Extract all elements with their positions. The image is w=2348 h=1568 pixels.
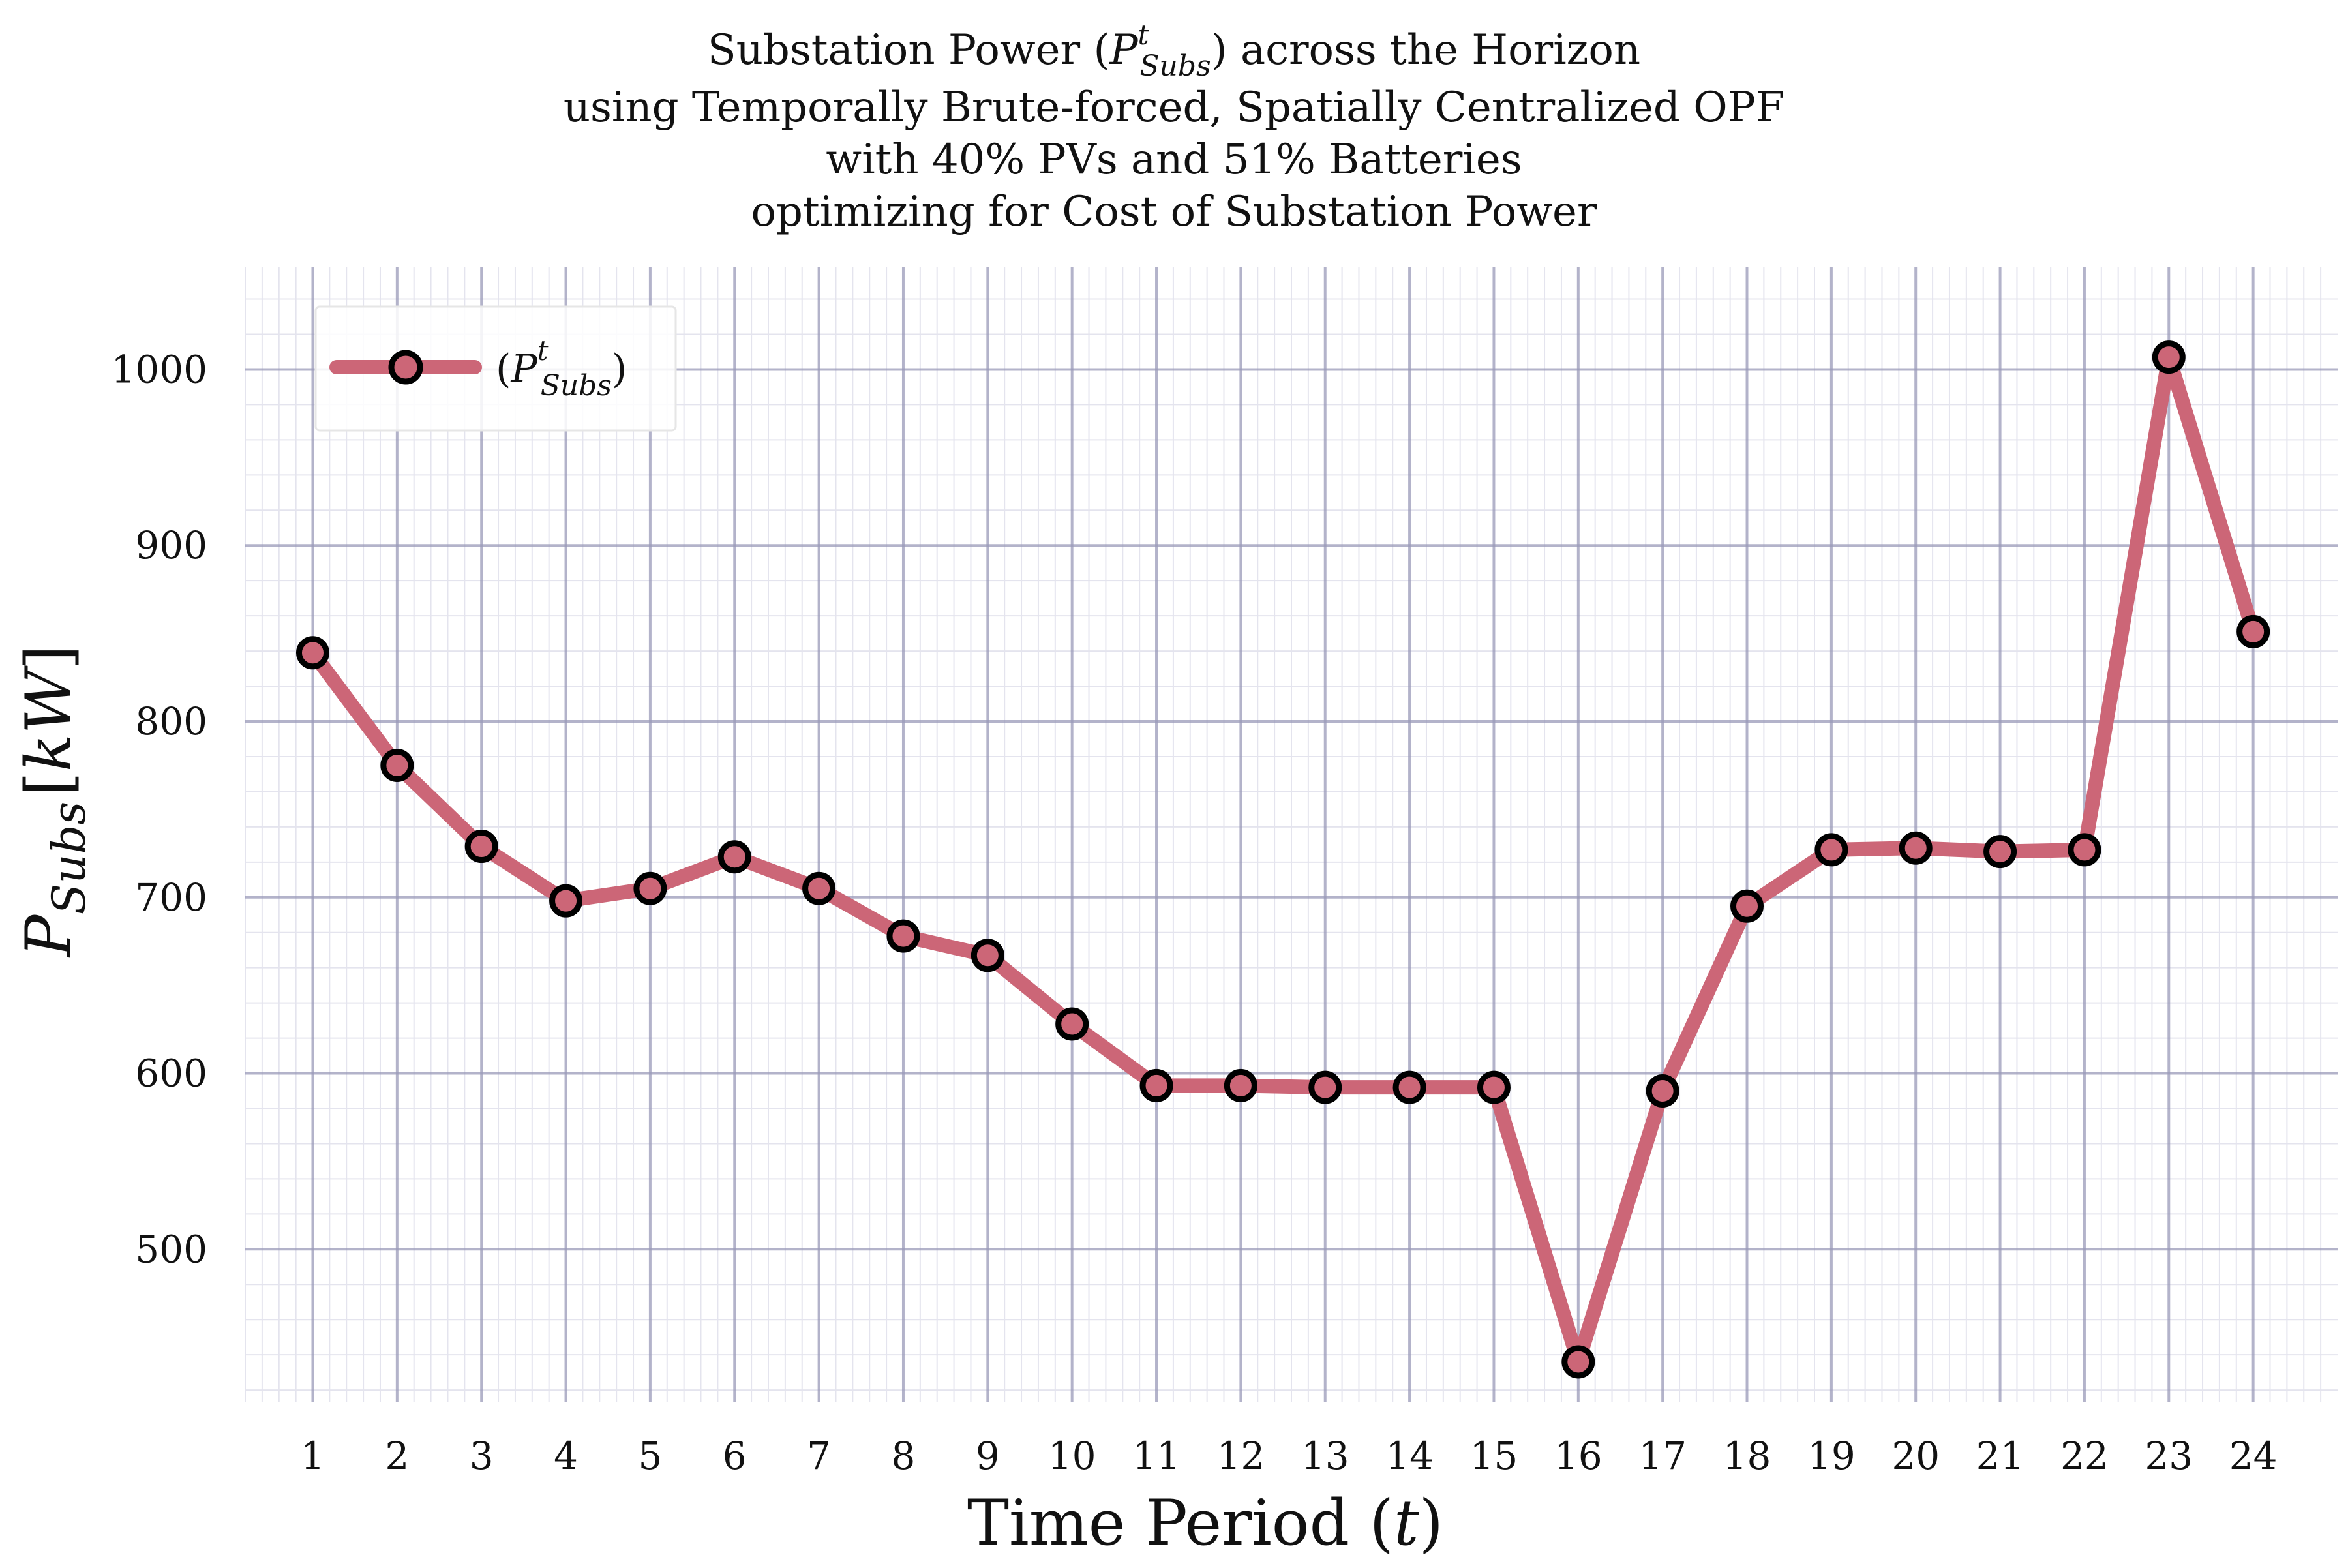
data-point [380, 748, 414, 782]
data-point [1055, 1007, 1089, 1041]
x-axis-label: Time Period (t) [967, 1486, 1443, 1560]
data-point [1983, 835, 2017, 869]
x-tick-label: 12 [1216, 1434, 1265, 1478]
data-point [1814, 833, 1848, 867]
x-tick-label: 9 [976, 1434, 1000, 1478]
legend: (Pt Subs) [314, 305, 677, 432]
x-tick-label: 16 [1554, 1434, 1603, 1478]
legend-marker-swatch [388, 350, 423, 385]
x-tick-label: 8 [892, 1434, 916, 1478]
x-tick-label: 24 [2229, 1434, 2278, 1478]
data-point [464, 830, 498, 864]
x-tick-label: 1 [301, 1434, 325, 1478]
legend-box [314, 305, 677, 432]
x-tick-label: 23 [2145, 1434, 2193, 1478]
series-line [305, 350, 2261, 1369]
chart-title: Substation Power (Pt Subs) across the Hor… [564, 19, 1784, 236]
x-tick-label: 19 [1807, 1434, 1856, 1478]
data-point [1224, 1068, 1257, 1102]
x-tick-label: 13 [1301, 1434, 1349, 1478]
x-tick-label: 11 [1132, 1434, 1181, 1478]
x-tick-label: 15 [1470, 1434, 1518, 1478]
x-axis-ticks: 1 2 3 4 5 6 7 8 9 10 11 12 13 14 15 16 17 18 19 20 21 22 23 24 [301, 1434, 2278, 1478]
data-point [1477, 1070, 1511, 1104]
y-axis-label-unit-open: [ [12, 772, 85, 796]
y-tick-label: 500 [135, 1227, 207, 1271]
data-point [549, 884, 583, 918]
x-tick-label: 22 [2060, 1434, 2109, 1478]
x-tick-label: 4 [554, 1434, 578, 1478]
x-tick-label: 17 [1638, 1434, 1687, 1478]
y-axis-label-unit-close: ] [12, 645, 85, 669]
y-axis-ticks: 500 600 700 800 900 1000 [111, 347, 207, 1271]
x-axis-label-text: Time Period ( [967, 1486, 1394, 1560]
data-point [2152, 340, 2186, 374]
major-grid [245, 267, 2338, 1402]
data-point [1308, 1070, 1342, 1104]
data-point [2236, 614, 2270, 648]
data-point [886, 919, 920, 953]
title-line-1-sub: Subs [1139, 50, 1211, 83]
x-tick-label: 7 [807, 1434, 831, 1478]
title-line-1-symbol: P [1109, 26, 1138, 74]
minor-grid [245, 267, 2338, 1402]
x-tick-label: 5 [638, 1434, 662, 1478]
data-point [802, 871, 836, 905]
data-point [295, 636, 329, 670]
legend-label-open: ( [496, 346, 511, 392]
data-point [717, 840, 751, 874]
data-point [1139, 1068, 1173, 1102]
y-axis-label: PSubs [kW] [12, 645, 96, 958]
x-axis-label-symbol: t [1394, 1486, 1419, 1560]
x-tick-label: 18 [1723, 1434, 1771, 1478]
y-axis-label-unit: kW [12, 665, 85, 772]
data-point [633, 871, 667, 905]
y-tick-label: 800 [135, 699, 207, 744]
data-point [971, 939, 1004, 972]
y-tick-label: 900 [135, 523, 207, 567]
title-line-1-sup: t [1138, 19, 1149, 51]
legend-label-sup: t [537, 335, 549, 367]
data-point [2068, 833, 2101, 867]
y-axis-label-symbol: P [12, 914, 85, 958]
x-axis-label-close: ) [1419, 1486, 1443, 1560]
title-line-1-prefix: Substation Power ( [708, 26, 1110, 74]
data-point [1392, 1070, 1426, 1104]
x-tick-label: 3 [470, 1434, 494, 1478]
legend-label-symbol: P [510, 346, 538, 392]
x-tick-label: 10 [1048, 1434, 1096, 1478]
x-tick-label: 2 [385, 1434, 409, 1478]
legend-label: (Pt Subs) [496, 335, 627, 402]
chart-title-line-1: Substation Power (Pt Subs) across the Hor… [708, 19, 1640, 83]
chart-title-line-3: with 40% PVs and 51% Batteries [826, 136, 1522, 184]
x-tick-label: 20 [1891, 1434, 1940, 1478]
data-point [1899, 831, 1933, 865]
legend-label-close: ) [612, 346, 627, 392]
y-tick-label: 600 [135, 1051, 207, 1096]
x-tick-label: 14 [1385, 1434, 1434, 1478]
y-axis-label-sub: Subs [42, 802, 96, 915]
y-tick-label: 1000 [111, 347, 207, 391]
y-tick-label: 700 [135, 875, 207, 920]
data-point [1561, 1345, 1595, 1379]
title-line-1-suffix: ) across the Horizon [1211, 26, 1641, 74]
x-tick-label: 6 [723, 1434, 747, 1478]
data-point [1646, 1074, 1679, 1108]
chart-title-line-4: optimizing for Cost of Substation Power [751, 188, 1597, 236]
legend-label-sub: Subs [541, 369, 612, 402]
chart-title-line-2: using Temporally Brute-forced, Spatially… [564, 83, 1784, 132]
data-point [1730, 889, 1764, 923]
x-tick-label: 21 [1976, 1434, 2024, 1478]
series-layer [295, 340, 2270, 1379]
